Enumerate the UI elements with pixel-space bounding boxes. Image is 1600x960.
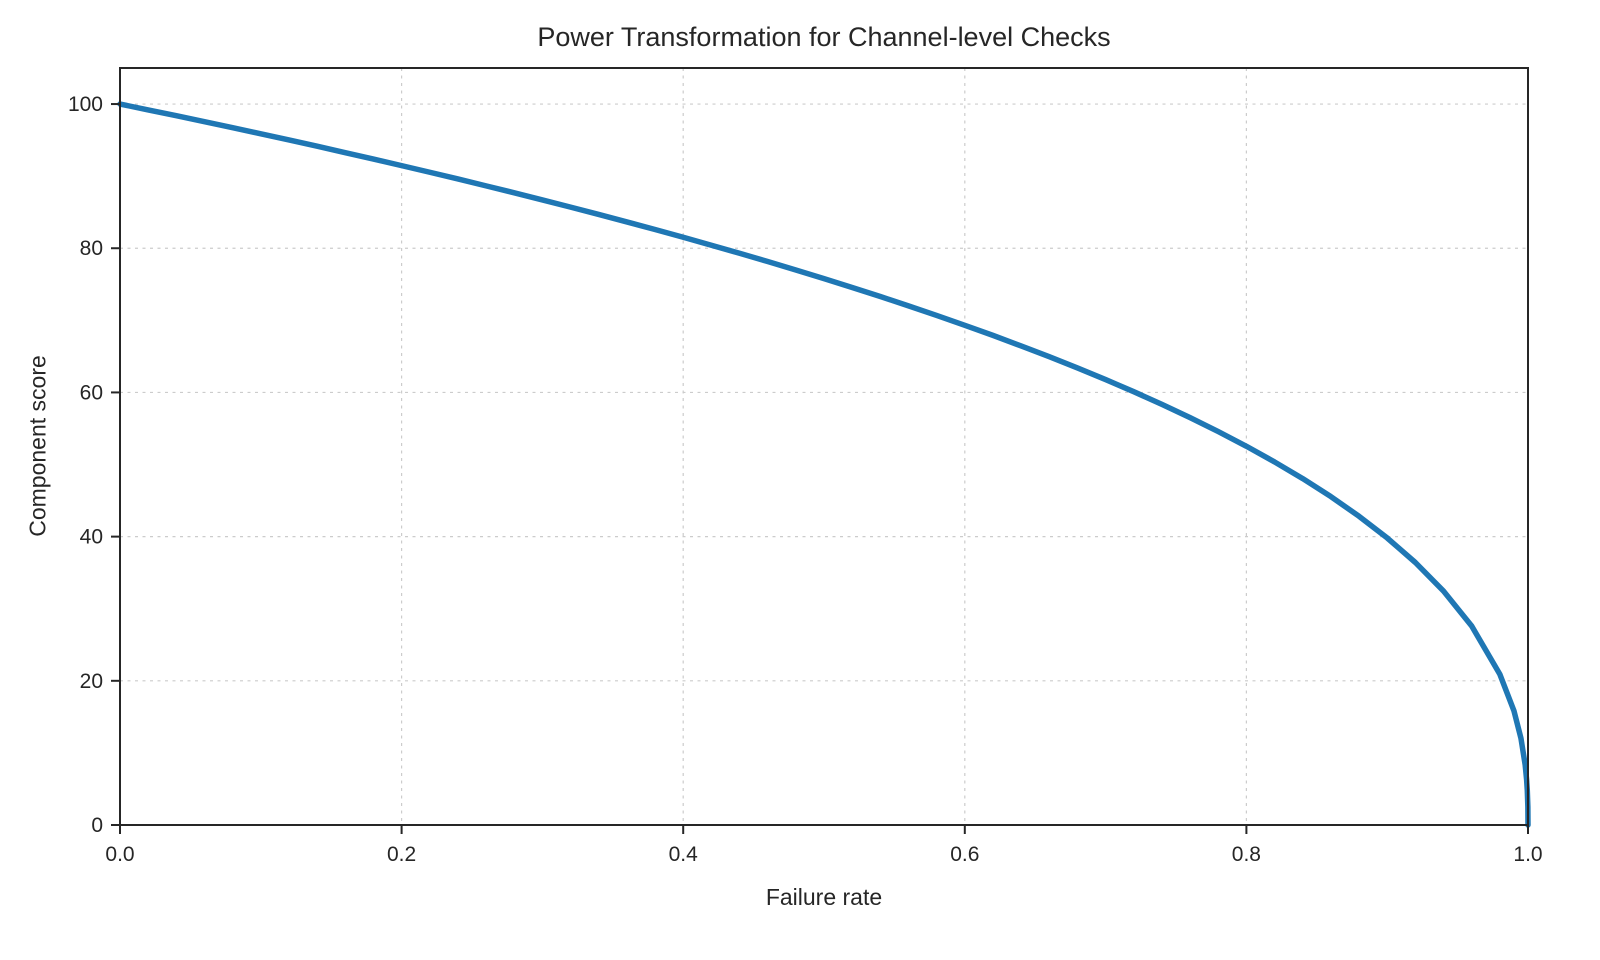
plot-border (119, 67, 1529, 826)
x-tick-label: 0.0 (105, 843, 134, 866)
x-tick-label: 0.6 (950, 843, 979, 866)
y-tick-label: 0 (91, 814, 103, 837)
y-tick-label: 20 (80, 670, 103, 693)
x-axis-label: Failure rate (765, 884, 883, 910)
x-tick-label: 0.2 (387, 843, 416, 866)
x-tick-label: 0.8 (1232, 843, 1261, 866)
y-tick-label: 80 (80, 237, 103, 260)
y-tick-label: 100 (68, 93, 103, 116)
y-tick-label: 40 (80, 526, 103, 549)
x-tick-label: 0.4 (669, 843, 699, 866)
y-axis-label: Component score (24, 355, 51, 537)
series-line (117, 101, 1531, 828)
x-tick-label: 1.0 (1513, 843, 1542, 866)
y-tick-label: 60 (80, 381, 103, 404)
chart-title: Power Transformation for Channel-level C… (537, 22, 1111, 52)
